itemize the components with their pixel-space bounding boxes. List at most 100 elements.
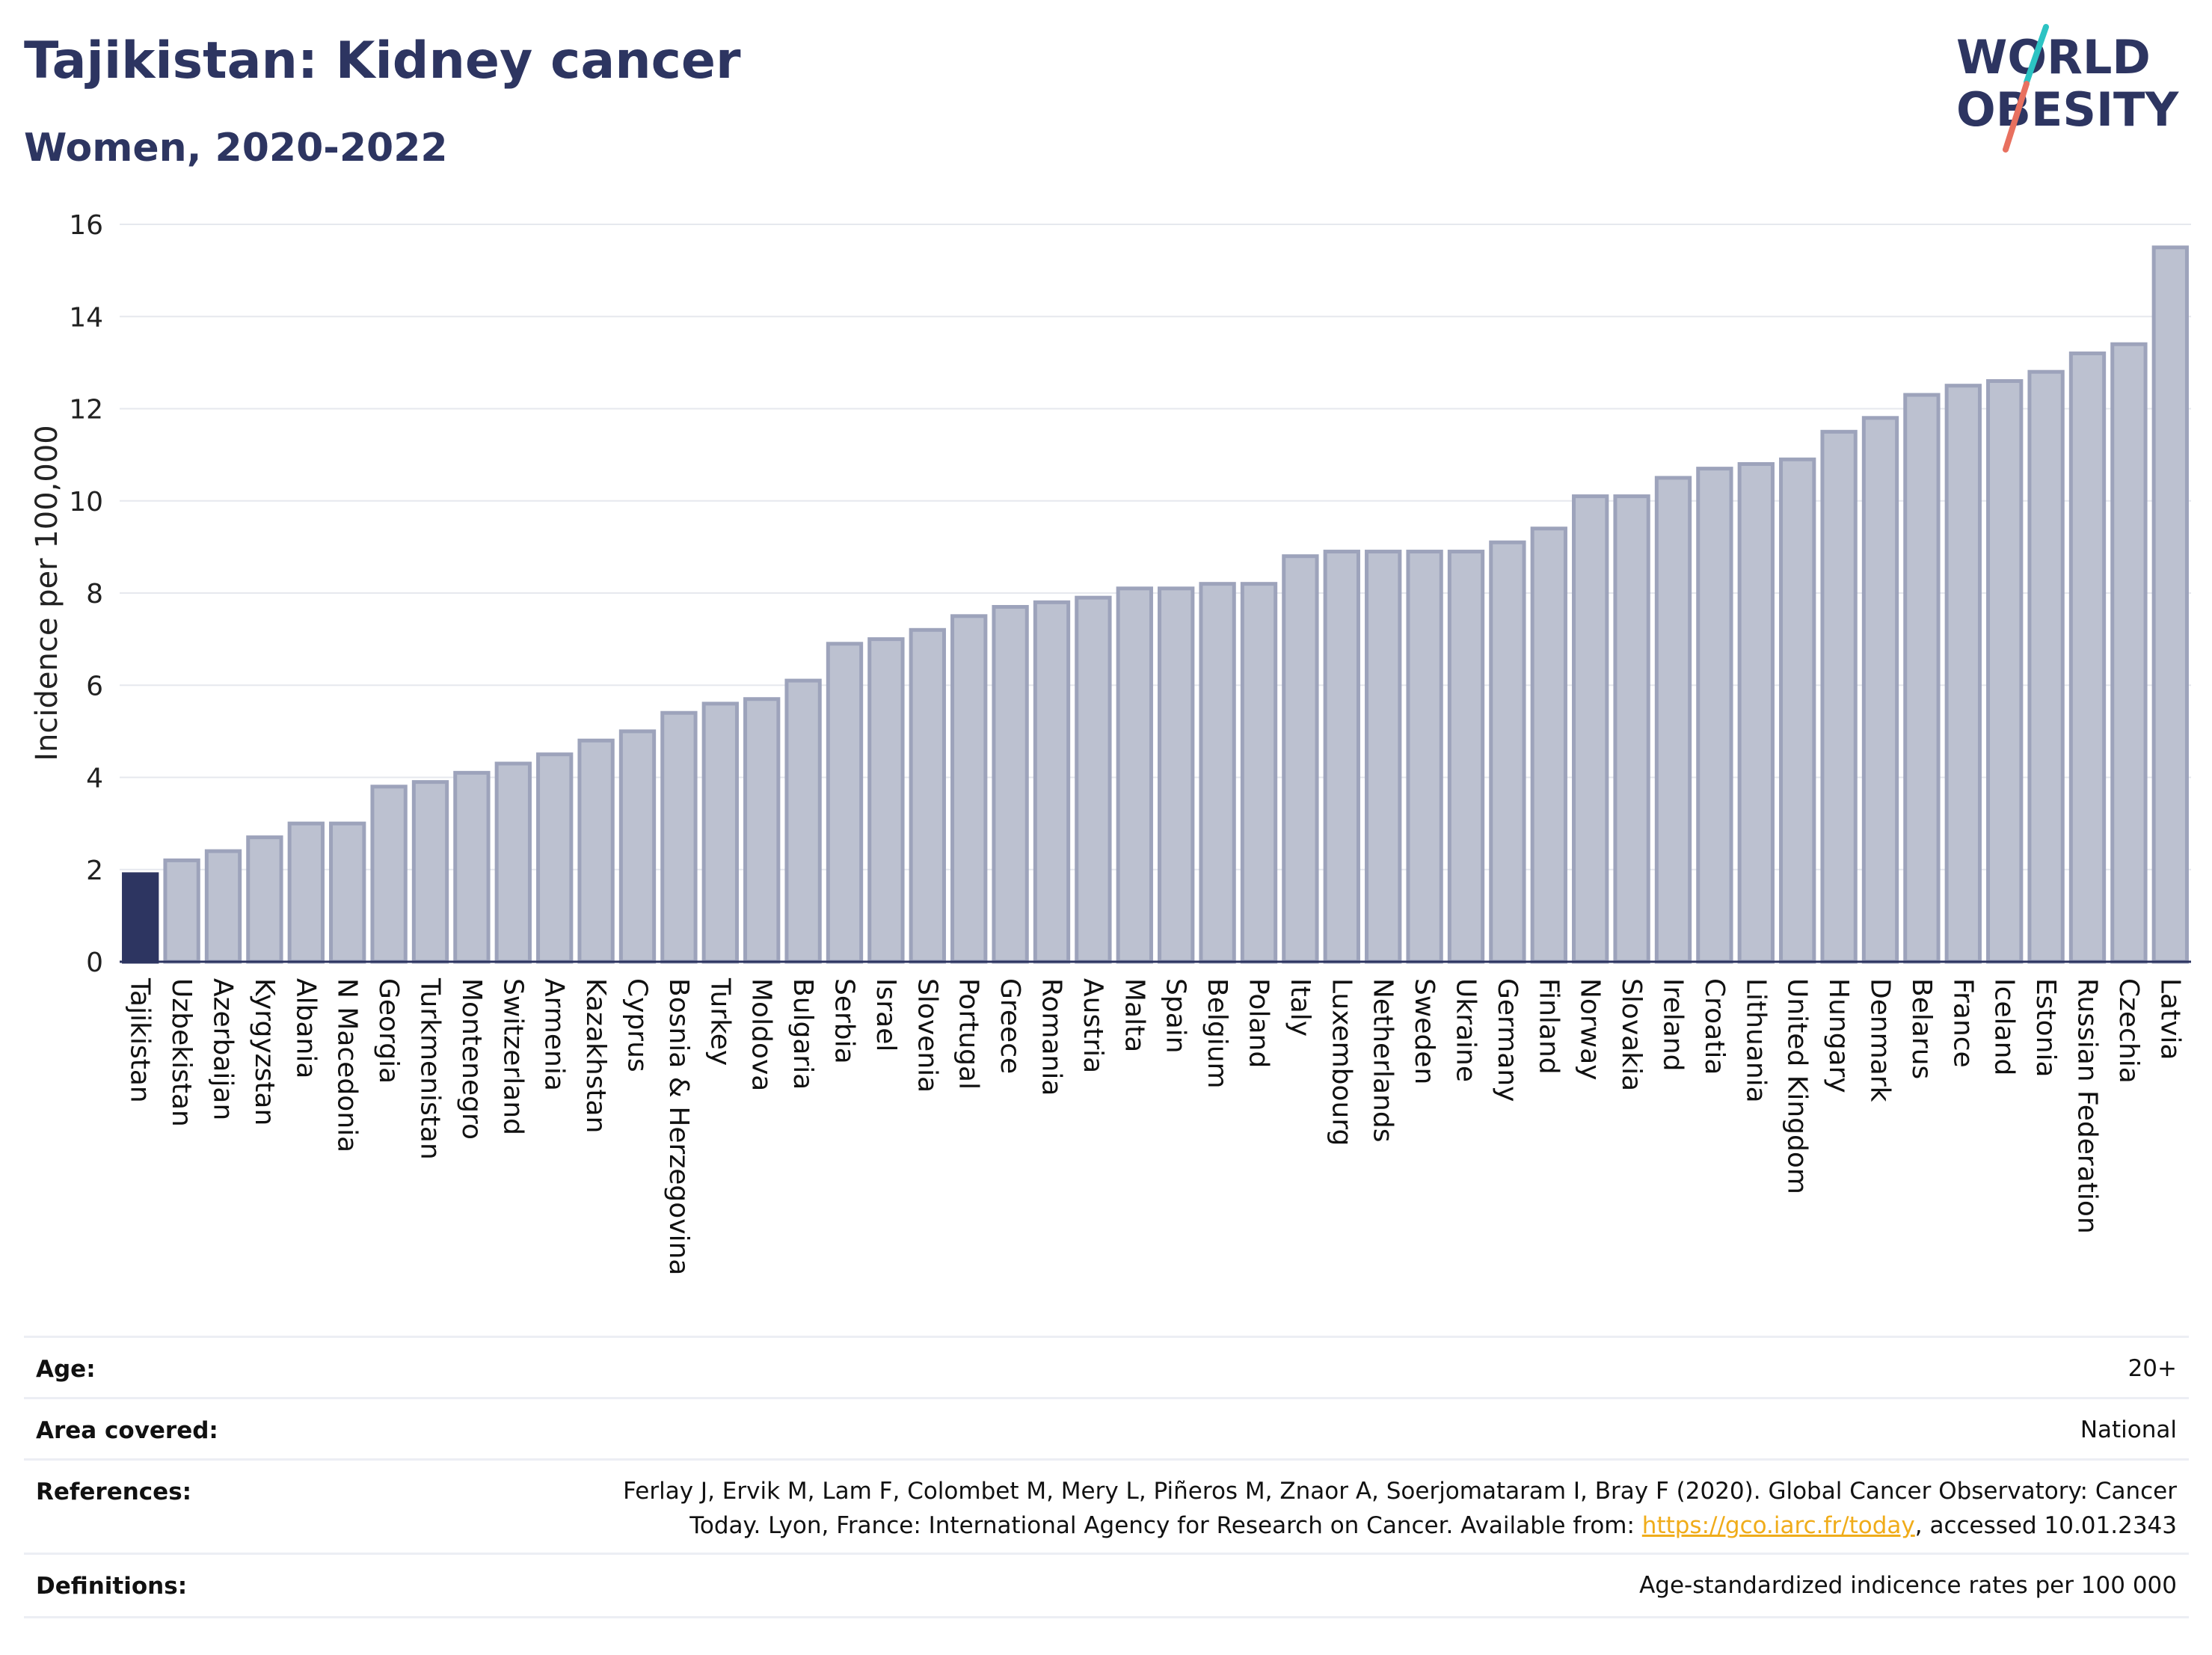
x-tick-label: Moldova [746,978,777,1091]
bar [1323,550,1360,964]
x-tick-label: Russian Federation [2072,978,2103,1234]
x-tick-label: Slovenia [912,978,942,1093]
y-axis-label: Incidence per 100,000 [30,425,64,761]
info-row-definitions: Definitions: Age-standardized indicence … [24,1553,2189,1618]
bar [1365,550,1402,964]
x-tick-label: Uzbekistan [166,978,197,1127]
bar [577,738,615,964]
bar [1116,586,1153,964]
x-tick-label: Malta [1119,978,1149,1052]
x-tick-label: France [1947,978,1978,1068]
x-tick-label: Georgia [373,978,404,1084]
bar [2027,369,2065,964]
bar [2151,245,2189,964]
references-label: References: [36,1479,192,1505]
x-tick-label: Norway [1575,978,1606,1081]
y-tick-label: 4 [86,764,103,794]
age-label: Age: [36,1356,96,1383]
x-tick-label: Greece [995,978,1025,1074]
x-tick-label: Tajikistan [125,977,156,1103]
bar [1820,429,1858,964]
bar [204,849,242,964]
bar [1572,494,1609,964]
x-tick-label: Armenia [539,978,570,1091]
references-link[interactable]: https://gco.iarc.fr/today [1641,1512,1915,1539]
y-tick-label: 6 [86,671,103,701]
bar [370,784,408,964]
x-tick-label: Finland [1533,978,1564,1075]
x-tick-label: Sweden [1409,978,1440,1084]
bar [536,752,574,964]
bar-chart: 0 2 4 6 8 10 12 14 16 Incidence per 100,000 Tajiki… [30,210,2191,1275]
x-tick-label: N Macedonia [332,978,363,1152]
definitions-value: Age-standardized indicence rates per 100… [1639,1572,2177,1599]
logo-line1: WORLD [1956,30,2151,85]
references-line1: Ferlay J, Ervik M, Lam F, Colombet M, Me… [623,1478,2177,1505]
info-table: Age: 20+ Area covered: National Referenc… [24,1336,2189,1620]
bar [1903,393,1941,964]
x-tick-label: Albania [290,978,321,1078]
y-tick-label: 0 [86,948,103,978]
y-tick-label: 2 [86,856,103,886]
page-title: Tajikistan: Kidney cancer [24,31,741,90]
bar [1489,540,1526,964]
definitions-label: Definitions: [36,1573,188,1600]
x-tick-label: Belarus [1906,978,1937,1079]
bar [494,761,532,964]
bar [1861,416,1899,964]
x-tick-label: Czechia [2113,978,2144,1084]
info-row-references: References: Ferlay J, Ervik M, Lam F, Co… [24,1458,2189,1555]
bar [411,780,449,964]
x-tick-label: Portugal [953,978,984,1090]
y-tick-label: 12 [69,395,103,426]
y-tick-label: 8 [86,579,103,610]
x-tick-label: Kazakhstan [580,978,611,1133]
x-tick-label: Serbia [829,978,860,1064]
x-tick-label: Azerbaijan [208,978,239,1120]
bar [867,637,905,964]
x-tick-label: Luxembourg [1326,978,1357,1146]
references-value: Ferlay J, Ervik M, Lam F, Colombet M, Me… [623,1474,2177,1543]
bar [1986,379,2024,964]
bar [1613,494,1650,964]
age-value: 20+ [2127,1355,2177,1382]
x-tick-label: Lithuania [1740,978,1771,1103]
bar [287,821,325,964]
bar [618,729,657,964]
bar [1696,467,1733,964]
bar [122,872,159,964]
x-tick-label: Cyprus [622,978,653,1072]
x-tick-label: Turkey [704,977,735,1066]
x-tick-label: Switzerland [497,978,528,1135]
bar [1158,586,1195,964]
area-label: Area covered: [36,1417,218,1444]
bar [1737,461,1775,964]
bar [1530,526,1567,964]
bar [660,710,698,964]
bar [1199,582,1236,964]
bar [701,701,739,964]
bar [453,770,491,964]
bar [909,627,946,964]
x-tick-label: Estonia [2030,978,2061,1078]
bar [2110,342,2148,964]
x-tick-label: Slovakia [1616,978,1647,1091]
x-tick-label: Poland [1244,978,1274,1068]
y-tick-label: 16 [69,210,103,241]
bar [743,697,781,964]
area-value: National [2080,1416,2177,1443]
bar [1944,384,1982,964]
world-obesity-logo: WORLD OBESITY [1956,24,2179,153]
x-tick-label: Romania [1036,978,1067,1096]
bar [1406,550,1443,964]
bar [1654,476,1692,964]
y-tick-label: 14 [69,302,103,333]
x-tick-label: Spain [1161,978,1191,1054]
bar [1447,550,1485,964]
bar [992,604,1029,964]
x-tick-label: Kyrgyzstan [249,978,280,1126]
logo-slash-bottom [2003,81,2030,153]
x-tick-label: Croatia [1699,978,1730,1075]
y-tick-label: 10 [69,487,103,518]
bar [1075,595,1112,964]
